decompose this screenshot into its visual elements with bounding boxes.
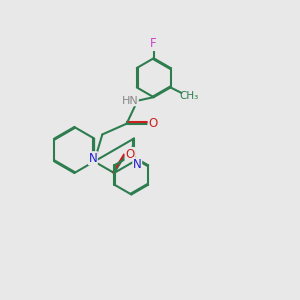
Text: F: F: [150, 38, 157, 50]
Text: O: O: [148, 117, 158, 130]
Text: N: N: [133, 158, 142, 171]
Text: N: N: [88, 152, 97, 165]
Text: O: O: [125, 148, 134, 160]
Text: CH₃: CH₃: [179, 91, 199, 100]
Text: HN: HN: [122, 96, 138, 106]
